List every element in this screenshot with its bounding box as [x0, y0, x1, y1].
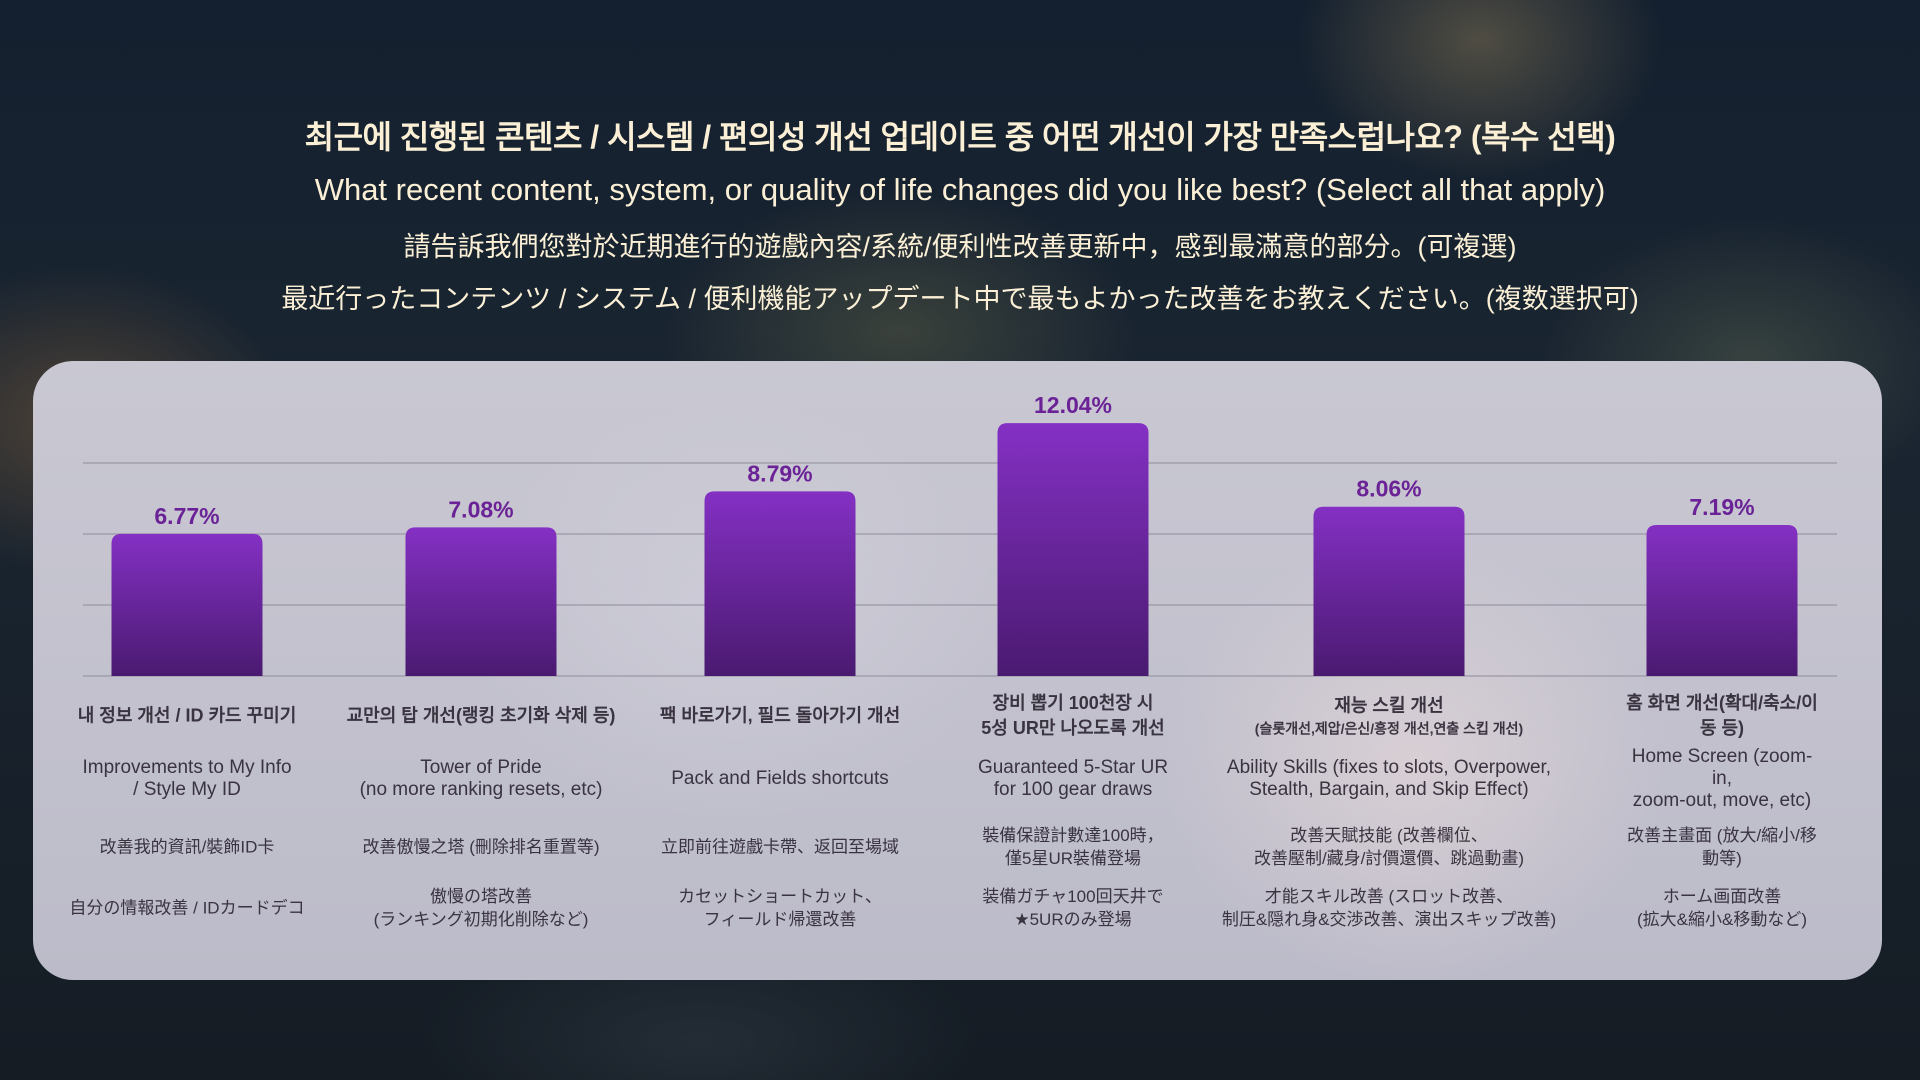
category-label-chinese: 改善天賦技能 (改善欄位、 改善壓制/藏身/討價還價、跳過動畫) — [1253, 826, 1525, 868]
data-label: 7.08% — [448, 496, 513, 522]
category-label-korean: 재능 스킬 개선 (슬롯개선,제압/은신/흥정 개선,연출 스킵 개선) — [1255, 694, 1523, 739]
category-label-english: Tower of Pride (no more ranking resets, … — [359, 757, 603, 800]
title-japanese: 最近行ったコンテンツ / システム / 便利機能アップデート中で最もよかった改善… — [281, 284, 1639, 314]
category-label-japanese: 傲慢の塔改善 (ランキング初期化削除など) — [373, 887, 589, 929]
category-label-japanese: ホーム画面改善 (拡大&縮小&移動など) — [1637, 887, 1807, 929]
data-label: 8.06% — [1356, 476, 1421, 502]
category-label-korean-main: 교만의 탑 개선(랭킹 초기화 삭제 등) — [346, 705, 616, 726]
category-label-chinese: 裝備保證計數達100時， 僅5星UR裝備登場 — [982, 826, 1164, 868]
category-label-korean: 팩 바로가기, 필드 돌아가기 개선 — [660, 704, 900, 729]
category-label-chinese: 改善傲慢之塔 (刪除排名重置等) — [362, 837, 600, 857]
category-label-korean: 홈 화면 개선(확대/축소/이동 등) — [1623, 691, 1821, 741]
category-label-korean: 교만의 탑 개선(랭킹 초기화 삭제 등) — [347, 704, 616, 729]
category-label-japanese: 装備ガチャ100回天井で ★5URのみ登場 — [982, 887, 1164, 929]
category-label-japanese: 自分の情報改善 / IDカードデコ — [69, 898, 305, 918]
category-label-english: Improvements to My Info / Style My ID — [82, 757, 292, 800]
data-label: 6.77% — [154, 503, 219, 529]
title-chinese: 請告訴我們您對於近期進行的遊戲內容/系統/便利性改善更新中，感到最滿意的部分。(… — [403, 232, 1517, 262]
title-english: What recent content, system, or quality … — [314, 172, 1606, 207]
category-label-english: Pack and Fields shortcuts — [671, 768, 889, 789]
bar — [405, 527, 557, 676]
bar — [997, 423, 1149, 676]
category-label-english: Home Screen (zoom-in, zoom-out, move, et… — [1631, 746, 1813, 811]
data-label: 7.19% — [1689, 494, 1754, 520]
category-label-japanese: 才能スキル改善 (スロット改善、 制圧&隠れ身&交渉改善、演出スキップ改善) — [1221, 887, 1557, 929]
chart-panel — [33, 361, 1882, 980]
bar — [1646, 525, 1798, 676]
data-label: 12.04% — [1034, 392, 1112, 418]
category-label-korean-sub: (슬롯개선,제압/은신/흥정 개선,연출 스킵 개선) — [1254, 720, 1524, 737]
category-label-korean-main: 내 정보 개선 / ID 카드 꾸미기 — [77, 705, 297, 726]
category-label-english: Guaranteed 5-Star UR for 100 gear draws — [977, 757, 1169, 800]
category-label-chinese: 改善主畫面 (放大/縮小/移動等) — [1627, 826, 1817, 868]
category-label-korean: 내 정보 개선 / ID 카드 꾸미기 — [78, 704, 297, 729]
category-label-chinese: 立即前往遊戲卡帶、返回至場域 — [661, 837, 899, 857]
category-label-korean-main: 재능 스킬 개선 — [1334, 695, 1444, 716]
category-label-korean-main: 팩 바로가기, 필드 돌아가기 개선 — [659, 705, 901, 726]
title-korean: 최근에 진행된 콘텐츠 / 시스템 / 편의성 개선 업데이트 중 어떤 개선이… — [304, 119, 1616, 155]
bar — [111, 533, 263, 676]
bar — [1313, 506, 1465, 676]
bar — [704, 491, 856, 676]
category-label-korean: 장비 뽑기 100천장 시 5성 UR만 나오도록 개선 — [981, 691, 1165, 741]
category-label-korean-main: 홈 화면 개선(확대/축소/이동 등) — [1626, 693, 1818, 738]
category-label-chinese: 改善我的資訊/裝飾ID卡 — [99, 837, 275, 857]
category-label-korean-main: 장비 뽑기 100천장 시 5성 UR만 나오도록 개선 — [981, 693, 1165, 738]
category-label-english: Ability Skills (fixes to slots, Overpowe… — [1226, 757, 1552, 800]
data-label: 8.79% — [747, 460, 812, 486]
category-label-japanese: カセットショートカット、 フィールド帰還改善 — [678, 887, 882, 929]
